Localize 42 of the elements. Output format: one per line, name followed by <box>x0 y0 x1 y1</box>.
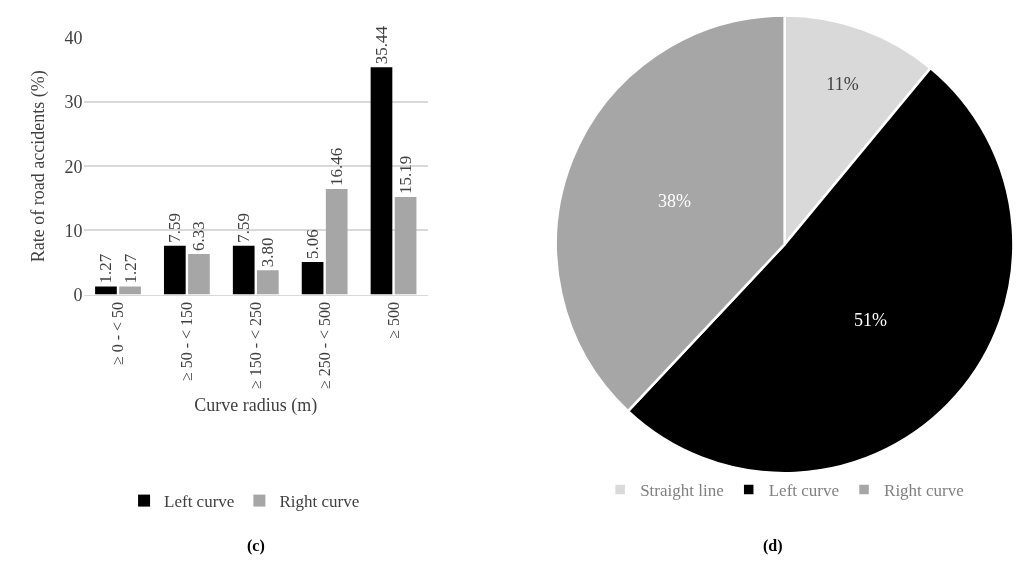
y-tick-label: 40 <box>64 28 83 49</box>
bar <box>370 67 393 295</box>
data-label: 1.27 <box>120 253 140 284</box>
y-axis-title: Rate of road accidents (%) <box>27 70 49 263</box>
bar <box>394 197 417 295</box>
data-label: 1.27 <box>96 253 116 284</box>
x-tick-label: ≥ 50 - < 150 <box>178 301 196 382</box>
bar <box>188 253 210 295</box>
legend-label: Left curve <box>164 492 235 512</box>
data-label: 11% <box>826 73 859 94</box>
bar <box>301 262 324 295</box>
text: (d) <box>763 537 783 555</box>
y-tick-label: 30 <box>64 92 83 113</box>
legend-label: Right curve <box>279 492 360 512</box>
y-tick-label: 20 <box>64 156 83 177</box>
data-label: 3.80 <box>258 237 278 268</box>
bar <box>119 286 141 295</box>
x-tick-label: ≥ 150 - < 250 <box>246 301 264 390</box>
data-label: 6.33 <box>189 221 209 251</box>
legend-label: Straight line <box>640 481 724 501</box>
bar <box>256 270 279 295</box>
y-tick-label: 10 <box>64 220 83 241</box>
y-tick-label: 0 <box>73 284 83 305</box>
data-label: 7.59 <box>165 213 185 243</box>
data-label: 35.44 <box>371 25 391 65</box>
data-label: 7.59 <box>234 213 254 243</box>
legend-label: Left curve <box>768 481 840 501</box>
bar <box>163 245 186 295</box>
x-tick-label: ≥ 250 - < 500 <box>315 301 333 390</box>
bar <box>95 286 117 295</box>
data-label: 5.06 <box>303 229 323 260</box>
data-label: 15.19 <box>396 155 416 195</box>
data-label: 51% <box>853 310 887 331</box>
bar <box>325 188 348 295</box>
x-axis-title: Curve radius (m) <box>194 395 318 417</box>
data-label: 38% <box>657 190 691 211</box>
data-label: 16.46 <box>327 147 347 186</box>
text: (c) <box>247 537 265 555</box>
x-tick-label: ≥ 500 <box>384 301 402 339</box>
x-tick-label: ≥ 0 - < 50 <box>109 301 127 366</box>
legend-label: Right curve <box>884 481 964 501</box>
bar <box>232 245 255 295</box>
